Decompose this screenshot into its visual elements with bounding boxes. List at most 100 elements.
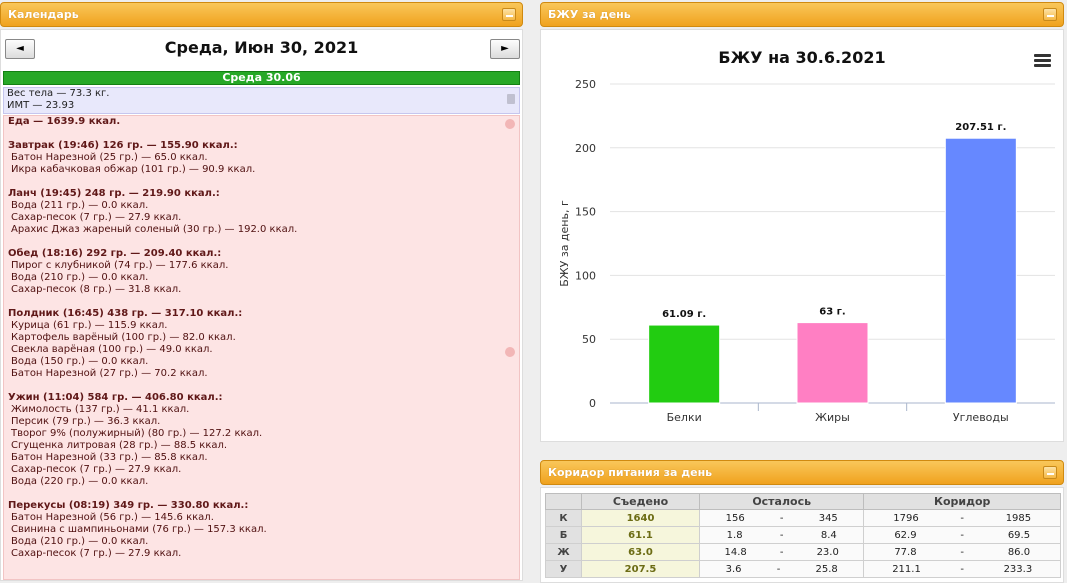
meal-item: Батон Нарезной (25 гр.) — 65.0 ккал. bbox=[11, 152, 208, 163]
data-label: 61.09 г. bbox=[662, 309, 706, 320]
meal-item: Пирог с клубникой (74 гр.) — 177.6 ккал. bbox=[11, 260, 229, 271]
corridor-max: 1985 bbox=[1005, 512, 1032, 524]
meal-block: Ланч (19:45) 248 гр. — 219.90 ккал.: Вода… bbox=[8, 188, 519, 236]
left-min: 3.6 bbox=[725, 563, 742, 575]
weight-text: Вес тела — 73.3 кг. bbox=[7, 88, 110, 99]
meal-title: Ланч (19:45) 248 гр. — 219.90 ккал.: bbox=[8, 188, 220, 199]
day-bar[interactable]: Среда 30.06 bbox=[3, 71, 520, 85]
meal-item: Сахар-песок (7 гр.) — 27.9 ккал. bbox=[11, 548, 182, 559]
corridor-table: Съедено Осталось Коридор К 1640 156 - 345 179… bbox=[545, 493, 1061, 578]
macros-panel-title: БЖУ за день bbox=[548, 8, 631, 21]
corridor-min: 77.8 bbox=[894, 546, 917, 558]
y-tick-label: 200 bbox=[575, 142, 596, 155]
corridor-min: 1796 bbox=[893, 512, 919, 524]
corridor-min: 62.9 bbox=[894, 529, 917, 541]
corridor-range: 1796 - 1985 bbox=[863, 509, 1061, 527]
calendar-body: ◄ Среда, Июн 30, 2021 ► Среда 30.06 Вес … bbox=[0, 29, 523, 581]
meal-block: Ужин (11:04) 584 гр. — 406.80 ккал.: Жимо… bbox=[8, 392, 519, 488]
minimize-icon[interactable] bbox=[502, 8, 516, 21]
corridor-panel-title: Коридор питания за день bbox=[548, 466, 713, 479]
next-day-button[interactable]: ► bbox=[490, 39, 520, 59]
bar[interactable] bbox=[796, 322, 869, 404]
corridor-range: 62.9 - 69.5 bbox=[863, 526, 1061, 544]
y-tick-label: 0 bbox=[589, 397, 596, 410]
col-header-corridor: Коридор bbox=[863, 493, 1061, 510]
left-range: 14.8 - 23.0 bbox=[698, 543, 865, 561]
corridor-range: 77.8 - 86.0 bbox=[863, 543, 1061, 561]
meal-item: Свекла варёная (100 гр.) — 49.0 ккал. bbox=[11, 344, 213, 355]
meal-title: Ужин (11:04) 584 гр. — 406.80 ккал.: bbox=[8, 392, 223, 403]
left-max: 345 bbox=[818, 512, 838, 524]
meal-item: Вода (150 гр.) — 0.0 ккал. bbox=[11, 356, 149, 367]
meal-block: Полдник (16:45) 438 гр. — 317.10 ккал.: К… bbox=[8, 308, 519, 380]
left-range: 1.8 - 8.4 bbox=[698, 526, 865, 544]
calendar-panel-header[interactable]: Календарь bbox=[0, 2, 523, 27]
left-range: 3.6 - 25.8 bbox=[698, 560, 865, 578]
macros-panel-header[interactable]: БЖУ за день bbox=[540, 2, 1064, 27]
left-max: 8.4 bbox=[820, 529, 837, 541]
y-axis-label: БЖУ за день, г bbox=[558, 200, 571, 287]
separator: - bbox=[960, 529, 964, 541]
edit-icon[interactable] bbox=[505, 119, 515, 129]
corridor-row: К 1640 156 - 345 1796 - 1985 bbox=[545, 509, 1061, 527]
meal-title: Обед (18:16) 292 гр. — 209.40 ккал.: bbox=[8, 248, 222, 259]
y-tick-label: 100 bbox=[575, 269, 596, 282]
macros-panel: БЖУ за день БЖУ на 30.6.2021 0 50 100 150 200… bbox=[540, 2, 1064, 442]
meal-block: Обед (18:16) 292 гр. — 209.40 ккал.: Пиро… bbox=[8, 248, 519, 296]
corridor-row: У 207.5 3.6 - 25.8 211.1 - 233.3 bbox=[545, 560, 1061, 578]
minimize-icon[interactable] bbox=[1043, 466, 1057, 479]
col-header-eaten: Съедено bbox=[581, 493, 700, 510]
separator: - bbox=[960, 563, 964, 575]
meal-item: Батон Нарезной (56 гр.) — 145.6 ккал. bbox=[11, 512, 214, 523]
corridor-panel-header[interactable]: Коридор питания за день bbox=[540, 460, 1064, 485]
left-max: 25.8 bbox=[815, 563, 838, 575]
row-label: У bbox=[545, 560, 582, 578]
meal-item: Батон Нарезной (27 гр.) — 70.2 ккал. bbox=[11, 368, 208, 379]
y-tick-label: 50 bbox=[582, 333, 596, 346]
food-total: Еда — 1639.9 ккал. bbox=[8, 116, 121, 127]
separator: - bbox=[776, 563, 781, 575]
y-tick-label: 250 bbox=[575, 78, 596, 91]
corridor-container: Съедено Осталось Коридор К 1640 156 - 345 179… bbox=[540, 487, 1064, 583]
left-max: 23.0 bbox=[816, 546, 839, 558]
corridor-row: Ж 63.0 14.8 - 23.0 77.8 - 86.0 bbox=[545, 543, 1061, 561]
meal-item: Вода (210 гр.) — 0.0 ккал. bbox=[11, 272, 149, 283]
col-header-left: Осталось bbox=[698, 493, 865, 510]
data-label: 207.51 г. bbox=[955, 122, 1006, 133]
meal-item: Арахис Джаз жареный соленый (30 гр.) — 1… bbox=[11, 224, 298, 235]
eaten-value: 63.0 bbox=[581, 543, 700, 561]
meal-item: Творог 9% (полужирный) (80 гр.) — 127.2 … bbox=[11, 428, 263, 439]
meal-item: Вода (210 гр.) — 0.0 ккал. bbox=[11, 536, 149, 547]
bmi-text: ИМТ — 23.93 bbox=[7, 100, 75, 111]
category-label: Углеводы bbox=[953, 411, 1009, 424]
edit-icon[interactable] bbox=[505, 347, 515, 357]
meal-item: Курица (61 гр.) — 115.9 ккал. bbox=[11, 320, 168, 331]
food-entry[interactable]: Еда — 1639.9 ккал. Завтрак (19:46) 126 г… bbox=[3, 115, 520, 580]
row-label: Б bbox=[545, 526, 582, 544]
meal-block: Завтрак (19:46) 126 гр. — 155.90 ккал.: Б… bbox=[8, 140, 519, 176]
meal-item: Сгущенка литровая (28 гр.) — 88.5 ккал. bbox=[11, 440, 228, 451]
chart-container: БЖУ на 30.6.2021 0 50 100 150 200 250 БЖУ за де… bbox=[540, 29, 1064, 442]
trash-icon[interactable] bbox=[507, 94, 515, 104]
prev-day-button[interactable]: ◄ bbox=[5, 39, 35, 59]
weight-entry[interactable]: Вес тела — 73.3 кг. ИМТ — 23.93 bbox=[3, 87, 520, 114]
calendar-panel-title: Календарь bbox=[8, 8, 79, 21]
macros-chart: БЖУ на 30.6.2021 0 50 100 150 200 250 БЖУ за де… bbox=[558, 48, 1055, 424]
corridor-rows: К 1640 156 - 345 1796 - 1985 Б 61.1 1.8 - 8.4 62.9 - 69… bbox=[545, 509, 1061, 578]
meal-item: Сахар-песок (7 гр.) — 27.9 ккал. bbox=[11, 212, 182, 223]
separator: - bbox=[779, 529, 784, 541]
meal-title: Полдник (16:45) 438 гр. — 317.10 ккал.: bbox=[8, 308, 243, 319]
meal-item: Персик (79 гр.) — 36.3 ккал. bbox=[11, 416, 161, 427]
left-min: 1.8 bbox=[726, 529, 743, 541]
meal-title: Перекусы (08:19) 349 гр. — 330.80 ккал.: bbox=[8, 500, 249, 511]
minimize-icon[interactable] bbox=[1043, 8, 1057, 21]
corridor-panel: Коридор питания за день Съедено Осталось… bbox=[540, 460, 1064, 583]
meal-item: Жимолость (137 гр.) — 41.1 ккал. bbox=[11, 404, 190, 415]
row-label: К bbox=[545, 509, 582, 527]
bar[interactable] bbox=[944, 137, 1017, 404]
bar[interactable] bbox=[648, 324, 721, 404]
menu-icon[interactable] bbox=[1034, 54, 1051, 68]
eaten-value: 61.1 bbox=[581, 526, 700, 544]
meal-item: Сахар-песок (8 гр.) — 31.8 ккал. bbox=[11, 284, 182, 295]
day-navigation: ◄ Среда, Июн 30, 2021 ► bbox=[1, 30, 522, 70]
